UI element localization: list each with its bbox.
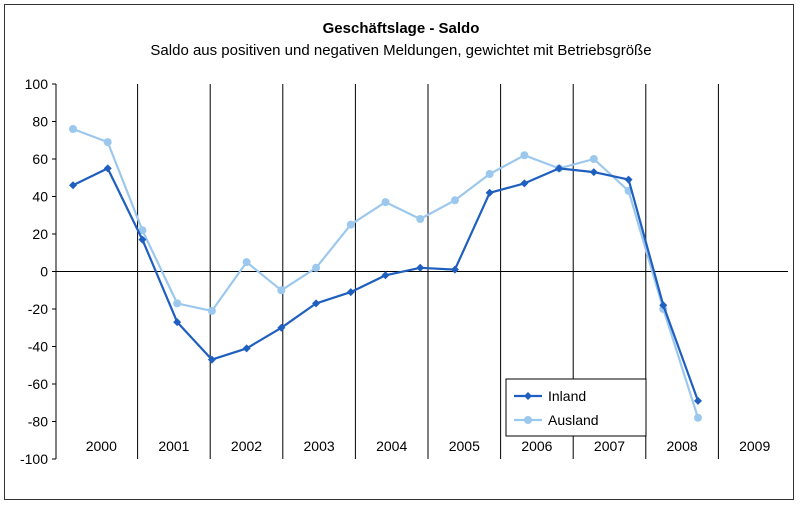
x-year-label: 2009 [739, 438, 770, 454]
data-point-inland [138, 235, 147, 244]
y-tick-label: -80 [28, 414, 48, 430]
data-point-ausland [450, 196, 459, 205]
chart-subtitle: Saldo aus positiven und negativen Meldun… [150, 42, 651, 59]
data-point-inland [624, 175, 633, 184]
data-point-inland [485, 188, 494, 197]
x-year-labels: 2000 2001 2002 2003 2004 2005 2006 2007 2008 2009 [86, 438, 771, 454]
data-point-ausland [485, 170, 494, 178]
y-tick-label: -40 [28, 339, 48, 355]
legend: Inland Ausland [505, 378, 647, 437]
data-point-ausland [312, 263, 321, 272]
y-tick-label: 40 [32, 189, 48, 205]
y-tick-label: 100 [25, 76, 49, 92]
x-year-label: 2006 [521, 438, 552, 454]
y-tick-label: 20 [32, 226, 48, 242]
data-point-inland [694, 396, 702, 405]
data-point-inland [242, 344, 251, 353]
data-point-ausland [173, 299, 182, 308]
line-chart: Geschäftslage - Saldo Saldo aus positive… [20, 20, 788, 467]
data-point-ausland [694, 413, 702, 422]
data-point-ausland [242, 258, 251, 267]
axes [52, 83, 788, 460]
data-point-ausland [69, 125, 77, 133]
data-point-inland [555, 164, 564, 173]
data-point-ausland [207, 306, 216, 315]
data-point-inland [277, 323, 286, 332]
x-year-label: 2005 [449, 438, 480, 454]
x-year-label: 2003 [304, 438, 335, 454]
y-tick-label: -100 [20, 451, 48, 467]
x-year-label: 2008 [667, 438, 698, 454]
y-tick-label: 0 [40, 264, 48, 280]
data-point-inland [103, 164, 112, 173]
x-year-label: 2001 [158, 438, 189, 454]
data-point-ausland [520, 151, 529, 160]
legend-label-ausland: Ausland [548, 412, 599, 428]
x-year-label: 2002 [231, 438, 262, 454]
data-point-inland [69, 181, 77, 190]
chart-title: Geschäftslage - Saldo [323, 20, 480, 37]
data-point-ausland [381, 198, 390, 207]
legend-label-inland: Inland [548, 388, 586, 404]
y-tick-label: -60 [28, 376, 48, 392]
data-point-ausland [346, 220, 355, 229]
legend-swatch-marker-ausland [524, 416, 532, 424]
data-point-inland [381, 271, 390, 280]
data-point-inland [173, 318, 182, 327]
y-tick-label: 80 [32, 114, 48, 130]
data-point-ausland [103, 138, 112, 147]
x-year-label: 2007 [594, 438, 625, 454]
data-point-ausland [416, 215, 425, 223]
data-point-inland [450, 265, 459, 274]
data-point-inland [416, 263, 425, 272]
data-point-ausland [138, 226, 147, 235]
y-tick-label: 60 [32, 151, 48, 167]
data-point-inland [520, 179, 529, 188]
data-point-ausland [277, 286, 286, 295]
data-point-inland [207, 355, 216, 364]
legend-swatch-marker-inland [524, 392, 532, 400]
series-layer [69, 125, 702, 422]
chart-frame: Geschäftslage - Saldo Saldo aus positive… [4, 4, 794, 500]
data-point-inland [659, 301, 668, 310]
x-year-label: 2004 [376, 438, 407, 454]
y-tick-labels: 100 80 60 40 20 0 -20 -40 -60 -80 -100 [20, 76, 48, 467]
data-point-ausland [589, 155, 598, 163]
y-tick-label: -20 [28, 301, 48, 317]
data-point-inland [312, 299, 321, 308]
x-year-label: 2000 [86, 438, 117, 454]
data-point-inland [346, 288, 355, 297]
data-point-inland [589, 168, 598, 177]
legend-box [505, 378, 647, 437]
